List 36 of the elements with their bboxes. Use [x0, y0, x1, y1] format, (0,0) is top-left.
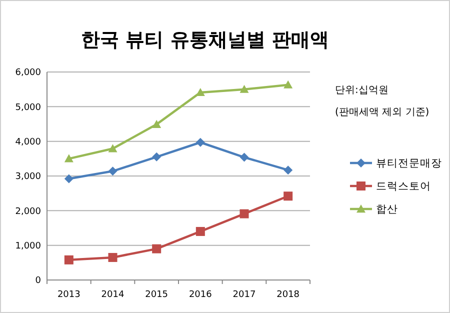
point [64, 255, 74, 264]
point [152, 120, 162, 128]
y-tick-label: 5,000 [15, 102, 42, 113]
x-tick-label: 2016 [188, 290, 212, 300]
point [240, 152, 249, 162]
y-tick-label: 2,000 [15, 206, 42, 217]
legend-label: 드럭스토어 [376, 180, 431, 193]
point [240, 84, 249, 93]
point [108, 144, 118, 152]
legend-label: 합산 [376, 204, 398, 216]
point [284, 192, 293, 201]
point [196, 226, 205, 236]
text: (판매세액 제외 기준) [335, 107, 430, 118]
y-tick-label: 4,000 [15, 137, 42, 148]
y-tick-label: 1,000 [15, 241, 42, 252]
point [240, 209, 249, 218]
point [196, 138, 205, 147]
y-tick-label: 0 [35, 276, 42, 286]
point [108, 166, 118, 176]
legend-label: 뷰티전문매장 [376, 158, 442, 170]
x-tick-label: 2015 [145, 290, 168, 300]
x-tick-label: 2017 [232, 290, 256, 300]
x-tick-label: 2014 [101, 290, 124, 300]
x-tick-label: 2018 [276, 290, 300, 300]
text: 단위:십억원 [335, 85, 388, 96]
point [284, 80, 293, 88]
point [64, 174, 74, 184]
point [284, 166, 293, 175]
y-tick-label: 3,000 [15, 172, 42, 182]
y-tick-label: 6,000 [15, 68, 42, 78]
x-tick-label: 2013 [57, 290, 80, 300]
point [152, 244, 162, 254]
chart-title: 한국 뷰티 유통채널별 판매액 [81, 29, 329, 51]
point [108, 252, 118, 262]
point [152, 152, 162, 162]
point [64, 154, 74, 162]
